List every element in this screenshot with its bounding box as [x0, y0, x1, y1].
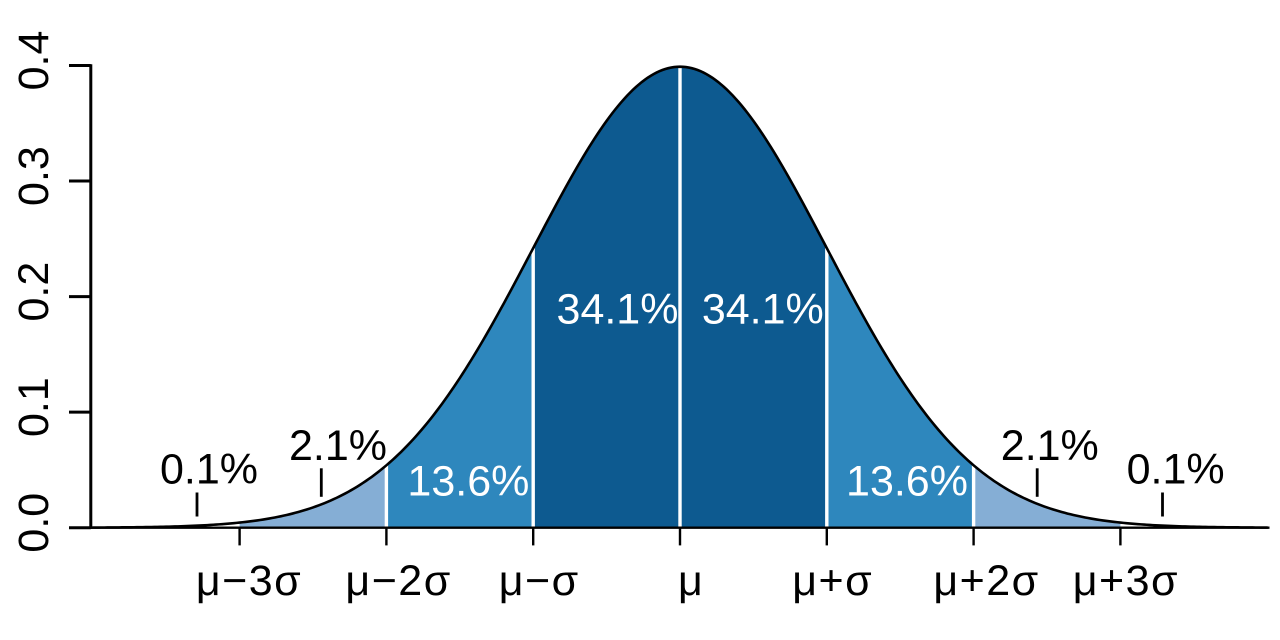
svg-text:0.1%: 0.1%: [1127, 446, 1225, 494]
svg-text:μ: μ: [678, 557, 704, 605]
svg-text:0.1: 0.1: [10, 377, 58, 437]
svg-text:0.0: 0.0: [10, 493, 58, 553]
svg-text:2.1%: 2.1%: [1001, 422, 1099, 470]
svg-text:0.1%: 0.1%: [160, 446, 258, 494]
svg-text:34.1%: 34.1%: [702, 286, 824, 334]
svg-text:0.4: 0.4: [10, 31, 58, 91]
svg-text:μ−2σ: μ−2σ: [345, 557, 451, 605]
svg-text:μ+2σ: μ+2σ: [933, 557, 1039, 605]
svg-text:μ−σ: μ−σ: [499, 557, 580, 605]
svg-text:μ+3σ: μ+3σ: [1073, 557, 1179, 605]
svg-text:0.3: 0.3: [10, 146, 58, 206]
svg-text:13.6%: 13.6%: [846, 458, 968, 506]
svg-text:0.2: 0.2: [10, 262, 58, 322]
svg-text:2.1%: 2.1%: [289, 422, 387, 470]
svg-text:μ+σ: μ+σ: [792, 557, 873, 605]
svg-text:34.1%: 34.1%: [557, 286, 679, 334]
svg-text:μ−3σ: μ−3σ: [196, 557, 302, 605]
svg-text:13.6%: 13.6%: [407, 458, 529, 506]
